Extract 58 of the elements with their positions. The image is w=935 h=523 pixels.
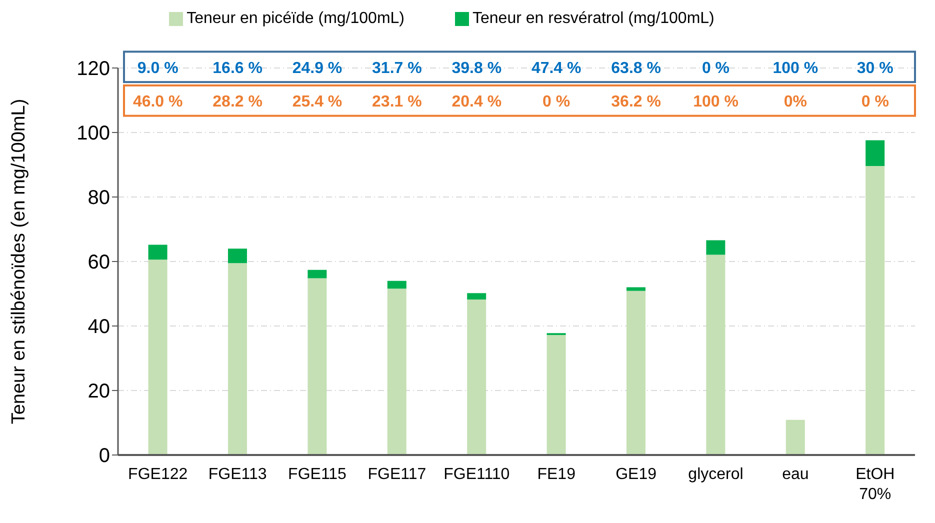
y-tick-label: 20 <box>88 380 110 403</box>
bar <box>786 420 805 455</box>
bar <box>228 263 247 455</box>
x-tick-label: FGE122 <box>128 466 188 483</box>
bar <box>626 287 646 291</box>
annotation: 31.7 % <box>372 60 422 77</box>
annotation: 0% <box>784 94 808 111</box>
x-tick-label: FGE117 <box>368 466 426 483</box>
x-tick-label: FGE113 <box>208 466 267 483</box>
bar <box>308 278 327 455</box>
y-tick-label: 100 <box>76 122 110 145</box>
legend-label: Teneur en resvératrol (mg/100mL) <box>472 10 714 27</box>
annotation: 9.0 % <box>137 60 178 77</box>
annotation: 46.0 % <box>132 94 183 111</box>
x-tick-label: FGE115 <box>288 466 347 483</box>
annotation: 100 % <box>772 60 818 77</box>
annotation: 20.4 % <box>452 94 502 111</box>
annotation: 30 % <box>856 60 894 77</box>
x-tick-label: FE19 <box>537 466 576 483</box>
x-tick-label: FGE1110 <box>444 466 510 483</box>
legend-label: Teneur en picéïde (mg/100mL) <box>186 10 404 27</box>
bar <box>228 248 247 264</box>
bar <box>706 254 726 455</box>
bar <box>148 260 168 455</box>
annotation: 0 % <box>542 94 570 111</box>
annotation: 0 % <box>861 94 889 111</box>
annotation: 25.4 % <box>292 94 342 111</box>
x-tick-label: eau <box>782 466 809 483</box>
y-tick-label: 120 <box>76 58 110 80</box>
annotation: 39.8 % <box>452 60 502 77</box>
annotation: 23.1 % <box>372 94 422 111</box>
y-tick-label: 40 <box>88 316 110 338</box>
annotation: 16.6 % <box>212 60 262 77</box>
bar <box>148 244 168 260</box>
bar <box>866 166 885 455</box>
y-tick-label: 80 <box>88 187 110 210</box>
annotation: 24.9 % <box>292 60 342 77</box>
bar <box>308 270 327 278</box>
y-axis-title: Teneur en stilbénoïdes (en mg/100mL) <box>8 98 30 424</box>
annotation: 47.4 % <box>531 60 582 77</box>
annotation: 28.2 % <box>212 94 262 111</box>
annotation: 0 % <box>702 60 730 77</box>
bar <box>387 288 406 455</box>
y-tick-label: 60 <box>88 252 110 274</box>
annotation: 36.2 % <box>611 94 661 111</box>
bar <box>706 240 726 255</box>
bar <box>626 290 646 455</box>
annotation: 63.8 % <box>611 60 661 77</box>
x-tick-label: GE19 <box>616 466 657 483</box>
bar <box>387 280 406 289</box>
annotation: 100 % <box>693 94 738 111</box>
y-tick-label: 0 <box>98 445 110 468</box>
bar <box>546 335 566 455</box>
x-tick-label: glycerol <box>688 466 744 483</box>
bar <box>866 140 885 166</box>
x-tick-label: EtOH 70% <box>856 466 895 503</box>
bar <box>467 300 486 455</box>
bar <box>467 293 486 300</box>
